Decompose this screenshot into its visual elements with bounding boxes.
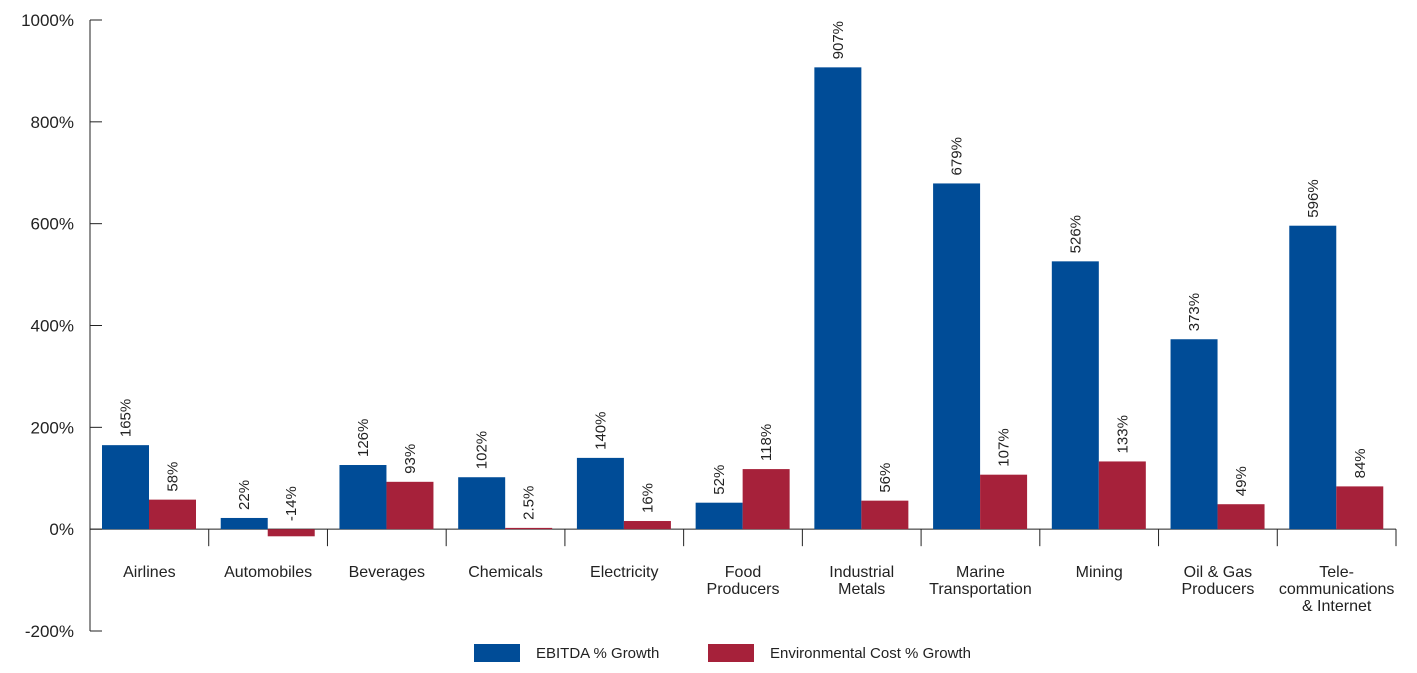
bar-value-label: 93% <box>402 444 419 474</box>
y-tick-label: 1000% <box>21 11 74 30</box>
bar-value-label: 22% <box>236 480 253 510</box>
category-label-line: Industrial <box>829 564 894 581</box>
bar <box>1289 225 1337 530</box>
category-label-line: Producers <box>1181 581 1254 598</box>
bar-value-label: 118% <box>758 424 775 461</box>
bar <box>458 477 506 530</box>
bar <box>742 469 790 530</box>
bar-value-label: 2.5% <box>521 486 538 520</box>
bar <box>1336 486 1384 530</box>
bar <box>220 517 268 530</box>
bar <box>339 465 387 530</box>
bar <box>933 183 981 530</box>
y-tick-label: -200% <box>25 622 74 641</box>
category-label-line: Beverages <box>349 564 426 581</box>
category-label-line: Chemicals <box>468 564 543 581</box>
bar <box>623 521 671 530</box>
bar <box>576 457 624 530</box>
y-tick-label: 200% <box>31 418 74 437</box>
category-label-line: Producers <box>707 581 780 598</box>
category-label-line: communications <box>1279 581 1395 598</box>
data-labels: 165% 22% 126% 102% 140% 52% 907% 679% 526% 373% 59… <box>118 21 1369 521</box>
category-label-line: Automobiles <box>224 564 312 581</box>
category-label-line: Electricity <box>590 564 658 581</box>
legend-label: EBITDA % Growth <box>536 645 659 662</box>
bar <box>267 529 315 537</box>
bar-value-label: 133% <box>1114 415 1131 453</box>
bar-value-label: 165% <box>118 399 135 437</box>
category-label-line: Airlines <box>123 564 175 581</box>
bar-value-label: 126% <box>355 419 372 457</box>
legend: EBITDA % Growth Environmental Cost % Grow… <box>474 644 971 662</box>
bar <box>695 502 743 530</box>
category-label-line: Oil & Gas <box>1184 564 1252 581</box>
category-label-line: & Internet <box>1302 598 1372 615</box>
bar-value-label: 140% <box>592 412 609 450</box>
bar <box>1170 339 1218 530</box>
category-label: Chemicals <box>468 564 543 581</box>
y-tick-label: 600% <box>31 215 74 234</box>
bar-value-label: 373% <box>1186 293 1203 331</box>
y-tick-label: 800% <box>31 113 74 132</box>
bar-value-label: 526% <box>1067 215 1084 253</box>
category-label-line: Food <box>725 564 761 581</box>
bar <box>1051 261 1099 530</box>
bar-value-label: 679% <box>949 137 966 175</box>
y-tick-label: 0% <box>49 520 74 539</box>
bars <box>102 67 1384 537</box>
bar-value-label: 16% <box>639 483 656 513</box>
category-label: Tele-communications & Internet <box>1279 564 1395 615</box>
legend-swatch <box>708 644 754 662</box>
category-label: Automobiles <box>224 564 312 581</box>
bar-value-label: 107% <box>996 428 1013 466</box>
bar <box>1098 461 1146 530</box>
category-label-line: Tele- <box>1319 564 1354 581</box>
bar-value-label: 84% <box>1352 448 1369 478</box>
bar <box>102 445 149 530</box>
bar <box>149 499 196 530</box>
category-label-line: Mining <box>1076 564 1123 581</box>
category-label: Beverages <box>349 564 426 581</box>
category-label-line: Metals <box>838 581 885 598</box>
category-label: Airlines <box>123 564 175 581</box>
category-label: Food Producers <box>707 564 780 598</box>
bar <box>980 474 1028 530</box>
bar-value-label: 52% <box>711 465 728 495</box>
bar <box>1217 504 1265 530</box>
category-label-line: Marine <box>956 564 1005 581</box>
category-label: Mining <box>1076 564 1123 581</box>
y-axis: -200% 0% 200% 400% 600% 800% 1000% <box>21 11 102 641</box>
bar-value-label: 58% <box>165 462 182 492</box>
bar <box>814 67 862 530</box>
bar-value-label: -14% <box>283 486 300 521</box>
bar-value-label: 49% <box>1233 466 1250 496</box>
bar <box>505 527 553 530</box>
bar <box>861 500 909 530</box>
legend-swatch <box>474 644 520 662</box>
bar-value-label: 596% <box>1305 179 1322 217</box>
bar-value-label: 907% <box>830 21 847 59</box>
y-tick-label: 400% <box>31 317 74 336</box>
bar-value-label: 102% <box>474 431 491 469</box>
category-label: Electricity <box>590 564 658 581</box>
category-label: Industrial Metals <box>829 564 894 598</box>
bar <box>386 481 434 530</box>
x-axis: Airlines Automobiles Beverages Chemicals Ele… <box>90 528 1397 615</box>
category-label: Oil & Gas Producers <box>1181 564 1254 598</box>
category-label-line: Transportation <box>929 581 1032 598</box>
category-label: Marine Transportation <box>929 564 1032 598</box>
legend-label: Environmental Cost % Growth <box>770 645 971 662</box>
bar-value-label: 56% <box>877 463 894 493</box>
